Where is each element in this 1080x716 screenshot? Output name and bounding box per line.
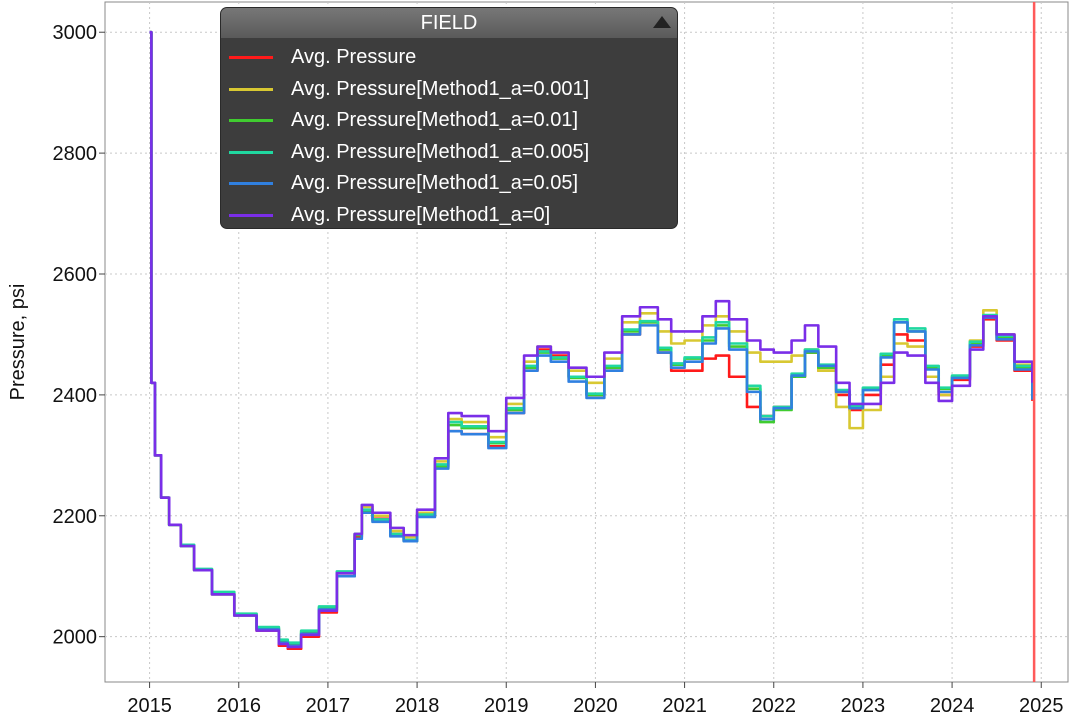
legend-item[interactable]: Avg. Pressure[Method1_a=0.01] bbox=[221, 105, 677, 137]
legend-swatch bbox=[229, 150, 273, 154]
legend-label: Avg. Pressure[Method1_a=0] bbox=[291, 203, 551, 226]
legend-label: Avg. Pressure[Method1_a=0.01] bbox=[291, 109, 579, 132]
collapse-triangle-icon[interactable] bbox=[653, 16, 671, 28]
x-tick-label: 2023 bbox=[841, 695, 886, 716]
y-tick-label: 2200 bbox=[53, 506, 98, 528]
x-tick-label: 2024 bbox=[930, 695, 975, 716]
y-tick-label: 2800 bbox=[53, 143, 98, 165]
x-tick-label: 2017 bbox=[306, 695, 351, 716]
y-tick-label: 2400 bbox=[53, 385, 98, 407]
x-tick-label: 2021 bbox=[662, 695, 707, 716]
x-tick-label: 2022 bbox=[752, 695, 797, 716]
legend-swatch bbox=[229, 119, 273, 123]
legend-swatch bbox=[229, 87, 273, 91]
legend-swatch bbox=[229, 182, 273, 186]
legend-item[interactable]: Avg. Pressure[Method1_a=0.005] bbox=[221, 137, 677, 169]
legend-item[interactable]: Avg. Pressure[Method1_a=0.001] bbox=[221, 74, 677, 106]
x-axis-ticks: 2015 2016 2017 2018 2019 2020 2021 2022 2023 2024… bbox=[127, 682, 1064, 716]
y-axis-label: Pressure, psi bbox=[7, 284, 29, 401]
legend-label: Avg. Pressure bbox=[291, 46, 417, 69]
legend-swatch bbox=[229, 56, 273, 60]
series-line-5 bbox=[149, 30, 1034, 649]
x-tick-label: 2015 bbox=[127, 695, 172, 716]
x-tick-label: 2020 bbox=[573, 695, 618, 716]
y-axis-ticks: 2000 2200 2400 2600 2800 3000 bbox=[53, 22, 105, 649]
legend-label: Avg. Pressure[Method1_a=0.005] bbox=[291, 140, 590, 163]
legend-item[interactable]: Avg. Pressure[Method1_a=0] bbox=[221, 200, 677, 232]
legend-item[interactable]: Avg. Pressure[Method1_a=0.05] bbox=[221, 168, 677, 200]
y-tick-label: 3000 bbox=[53, 22, 98, 44]
legend-swatch bbox=[229, 213, 273, 217]
legend-item[interactable]: Avg. Pressure bbox=[221, 42, 677, 74]
x-tick-label: 2018 bbox=[395, 695, 440, 716]
legend-panel[interactable]: FIELD Avg. Pressure Avg. Pressure[Method1… bbox=[221, 8, 677, 228]
y-tick-label: 2000 bbox=[53, 627, 98, 649]
x-tick-label: 2016 bbox=[217, 695, 262, 716]
y-tick-label: 2600 bbox=[53, 264, 98, 286]
legend-title: FIELD bbox=[420, 12, 478, 34]
x-tick-label: 2025 bbox=[1019, 695, 1064, 716]
legend-title-bar: FIELD bbox=[221, 8, 677, 38]
x-tick-label: 2019 bbox=[484, 695, 529, 716]
series-layer bbox=[149, 30, 1034, 651]
legend-items: Avg. Pressure Avg. Pressure[Method1_a=0.0… bbox=[221, 38, 677, 231]
legend-label: Avg. Pressure[Method1_a=0.05] bbox=[291, 172, 579, 195]
legend-label: Avg. Pressure[Method1_a=0.001] bbox=[291, 77, 590, 100]
